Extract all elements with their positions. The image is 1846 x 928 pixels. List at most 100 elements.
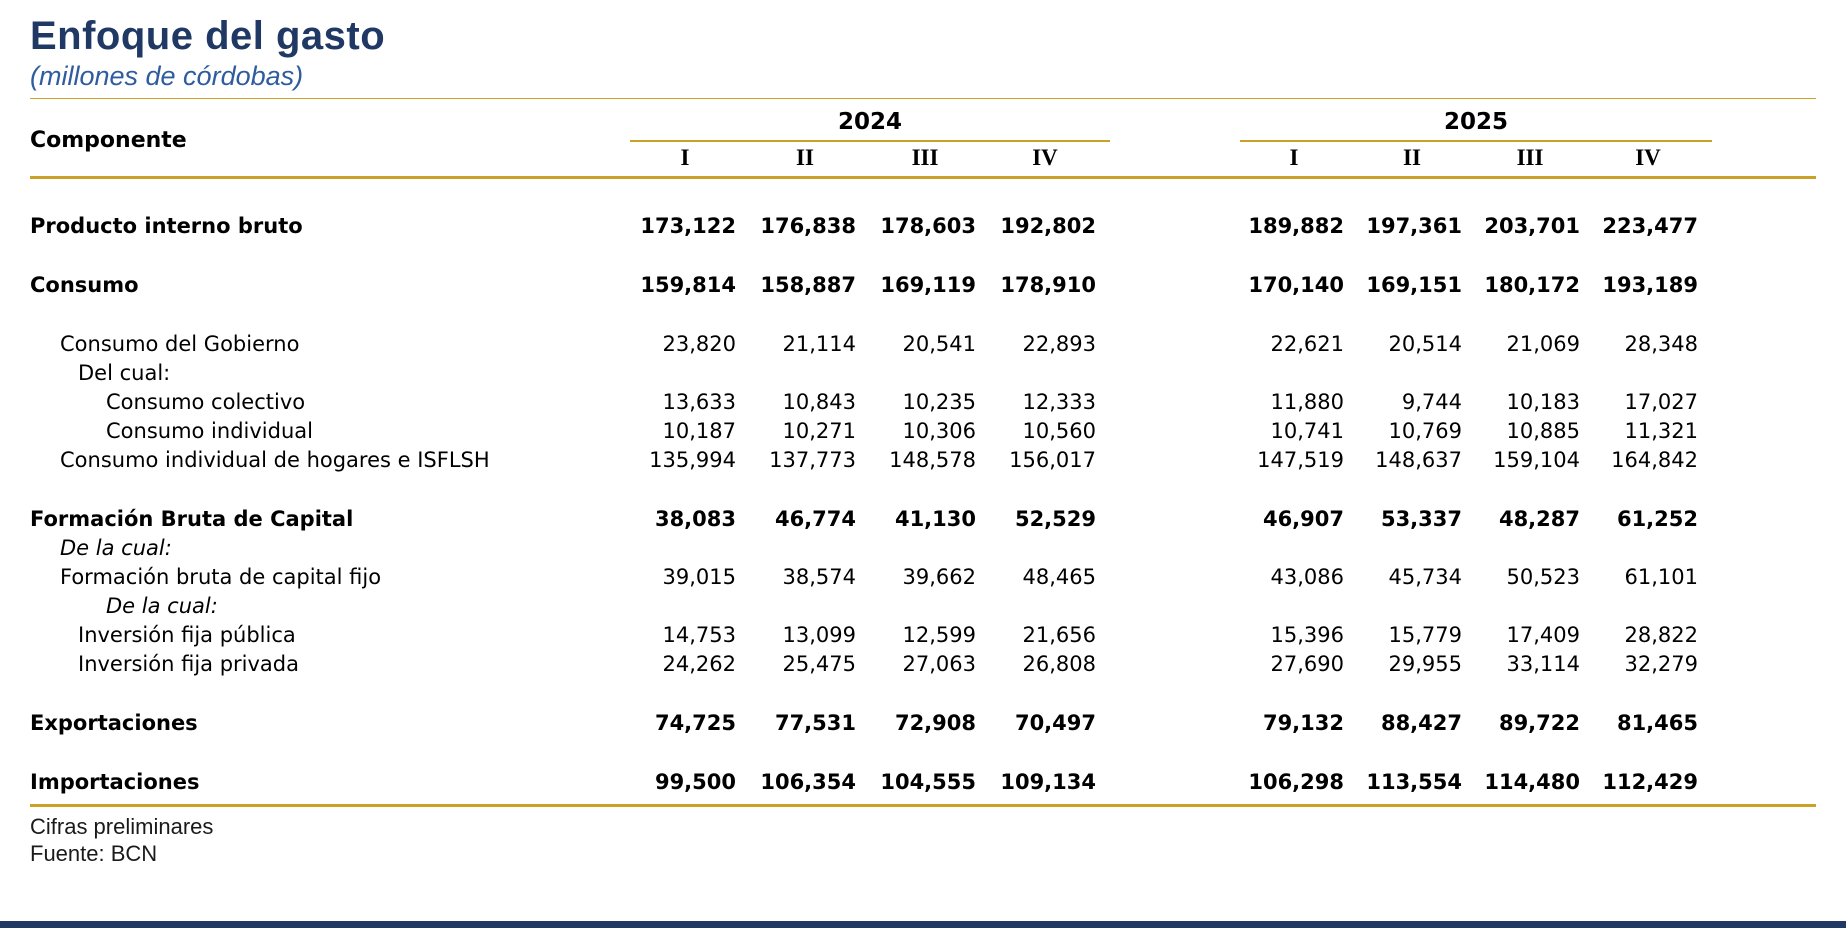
value-cell: 38,083 bbox=[654, 507, 736, 531]
table-row: Formación bruta de capital fijo 39,015 3… bbox=[30, 564, 1816, 591]
value-cell: 114,480 bbox=[1484, 770, 1580, 794]
value-cell: 88,427 bbox=[1380, 711, 1462, 735]
value-cell: 70,497 bbox=[1014, 711, 1096, 735]
value-cell: 27,690 bbox=[1270, 652, 1344, 676]
value-cell: 22,893 bbox=[1022, 332, 1096, 356]
value-cell bbox=[870, 360, 990, 387]
column-gap bbox=[1110, 331, 1240, 358]
value-cell: 33,114 bbox=[1506, 652, 1580, 676]
page-subtitle: (millones de córdobas) bbox=[30, 61, 304, 91]
value-cell bbox=[870, 535, 990, 562]
table-row: Inversión fija privada 24,262 25,475 27,… bbox=[30, 651, 1816, 678]
value-cell: 17,409 bbox=[1506, 623, 1580, 647]
value-cell: 20,514 bbox=[1388, 332, 1462, 356]
value-cell bbox=[1358, 360, 1476, 387]
value-cell: 22,621 bbox=[1270, 332, 1344, 356]
value-cell: 13,633 bbox=[662, 390, 736, 414]
column-gap bbox=[1110, 360, 1240, 387]
value-cell: 169,119 bbox=[880, 273, 976, 297]
value-cell: 159,104 bbox=[1493, 448, 1580, 472]
value-cell: 193,189 bbox=[1602, 273, 1698, 297]
value-cell: 21,114 bbox=[782, 332, 856, 356]
value-cell: 135,994 bbox=[649, 448, 736, 472]
column-gap bbox=[1110, 389, 1240, 416]
row-label: Producto interno bruto bbox=[30, 214, 303, 238]
value-cell: 104,555 bbox=[880, 770, 976, 794]
value-cell: 178,910 bbox=[1000, 273, 1096, 297]
value-cell: 156,017 bbox=[1009, 448, 1096, 472]
value-cell: 137,773 bbox=[769, 448, 856, 472]
value-cell: 203,701 bbox=[1484, 214, 1580, 238]
value-cell: 50,523 bbox=[1506, 565, 1580, 589]
value-cell: 180,172 bbox=[1484, 273, 1580, 297]
column-gap bbox=[1110, 418, 1240, 445]
value-cell: 9,744 bbox=[1401, 390, 1462, 414]
value-cell bbox=[870, 593, 990, 620]
value-cell: 12,333 bbox=[1022, 390, 1096, 414]
quarter-header: I bbox=[1289, 145, 1299, 170]
value-cell: 197,361 bbox=[1366, 214, 1462, 238]
value-cell bbox=[1476, 360, 1594, 387]
value-cell: 52,529 bbox=[1014, 507, 1096, 531]
quarter-header: II bbox=[796, 145, 814, 170]
value-cell bbox=[1594, 535, 1712, 562]
value-cell: 38,574 bbox=[782, 565, 856, 589]
value-cell: 24,262 bbox=[662, 652, 736, 676]
table-row: Consumo individual 10,187 10,271 10,306 … bbox=[30, 418, 1816, 445]
value-cell bbox=[1240, 535, 1358, 562]
value-cell bbox=[990, 535, 1110, 562]
value-cell: 61,101 bbox=[1624, 565, 1698, 589]
table-row: Formación Bruta de Capital 38,083 46,774… bbox=[30, 506, 1816, 533]
value-cell: 13,099 bbox=[782, 623, 856, 647]
value-cell: 10,306 bbox=[902, 419, 976, 443]
value-cell: 46,774 bbox=[774, 507, 856, 531]
column-gap bbox=[1110, 535, 1240, 562]
value-cell: 15,779 bbox=[1388, 623, 1462, 647]
value-cell: 17,027 bbox=[1624, 390, 1698, 414]
table-row: Importaciones 99,500 106,354 104,555 109… bbox=[30, 769, 1816, 796]
column-gap bbox=[1110, 593, 1240, 620]
column-gap bbox=[1110, 213, 1240, 240]
bottom-accent-bar bbox=[0, 921, 1846, 928]
table-row: Consumo del Gobierno 23,820 21,114 20,54… bbox=[30, 331, 1816, 358]
report-page: Enfoque del gasto (millones de córdobas)… bbox=[30, 14, 1816, 866]
value-cell: 173,122 bbox=[640, 214, 736, 238]
value-cell bbox=[630, 535, 750, 562]
value-cell: 148,637 bbox=[1375, 448, 1462, 472]
value-cell bbox=[1358, 535, 1476, 562]
value-cell: 10,271 bbox=[782, 419, 856, 443]
value-cell: 10,235 bbox=[902, 390, 976, 414]
table-row: Producto interno bruto 173,122 176,838 1… bbox=[30, 213, 1816, 240]
row-label: Consumo individual bbox=[106, 419, 313, 443]
quarter-header: III bbox=[911, 145, 939, 170]
table-row: Consumo 159,814 158,887 169,119 178,910 … bbox=[30, 272, 1816, 299]
value-cell: 164,842 bbox=[1611, 448, 1698, 472]
column-gap bbox=[1110, 506, 1240, 533]
table-row: Consumo individual de hogares e ISFLSH 1… bbox=[30, 447, 1816, 474]
value-cell: 28,822 bbox=[1624, 623, 1698, 647]
value-cell: 109,134 bbox=[1000, 770, 1096, 794]
value-cell: 10,769 bbox=[1388, 419, 1462, 443]
value-cell bbox=[1594, 360, 1712, 387]
gold-rule-top bbox=[30, 98, 1816, 99]
row-label: De la cual: bbox=[106, 594, 218, 618]
value-cell: 148,578 bbox=[889, 448, 976, 472]
row-label: Inversión fija privada bbox=[78, 652, 299, 676]
table-row: Inversión fija pública 14,753 13,099 12,… bbox=[30, 622, 1816, 649]
value-cell: 26,808 bbox=[1022, 652, 1096, 676]
value-cell: 21,656 bbox=[1022, 623, 1096, 647]
value-cell: 79,132 bbox=[1262, 711, 1344, 735]
value-cell: 45,734 bbox=[1388, 565, 1462, 589]
year-2025-header: 2025 bbox=[1240, 104, 1712, 142]
quarter-header: IV bbox=[1032, 145, 1058, 170]
value-cell: 72,908 bbox=[894, 711, 976, 735]
value-cell: 20,541 bbox=[902, 332, 976, 356]
table-row: De la cual: bbox=[30, 535, 1816, 562]
row-label: Consumo colectivo bbox=[106, 390, 306, 414]
value-cell bbox=[750, 535, 870, 562]
value-cell: 223,477 bbox=[1602, 214, 1698, 238]
value-cell: 192,802 bbox=[1000, 214, 1096, 238]
row-label: Exportaciones bbox=[30, 711, 198, 735]
value-cell: 170,140 bbox=[1248, 273, 1344, 297]
column-gap bbox=[1110, 769, 1240, 796]
